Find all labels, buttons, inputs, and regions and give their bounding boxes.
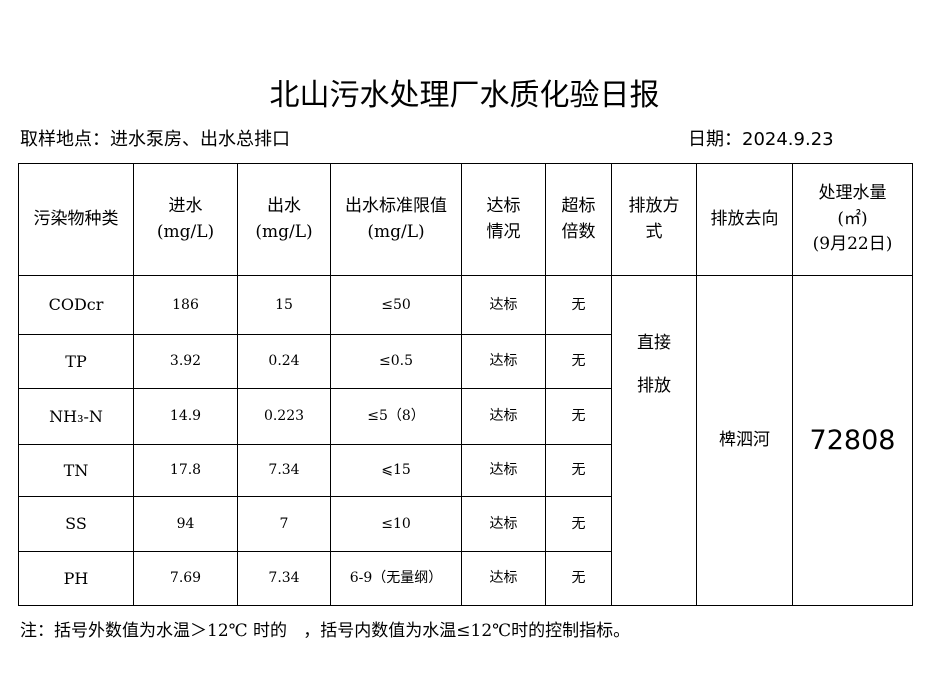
cell: 无 [545,496,612,552]
cell: ≤0.5 [330,334,462,389]
table-row: SS 94 7 ≤10 达标无 [18,496,913,552]
column-header: 出水 (mg/L) [237,163,331,276]
cell: 无 [545,334,612,389]
table-row: TP 3.92 0.24 ≤0.5 达标无 [18,334,913,389]
cell: 无 [545,275,612,335]
discharge-destination: 椑泗河 [696,275,793,606]
header-row: 污染物种类 进水 (mg/L) 出水 (mg/L) 出水标准限值 (mg/L) … [18,163,913,276]
cell: 3.92 [133,334,238,389]
pollutant: CODcr [18,275,134,335]
pollutant: NH₃-N [18,388,134,445]
pollutant: TP [18,334,134,389]
cell: 达标 [461,388,546,445]
pollutant: SS [18,496,134,552]
cell: 达标 [461,275,546,335]
table-row: CODcr 186 15 ≤50 达标无直接 排放 椑泗河 72808 [18,275,913,606]
column-header: 超标 倍数 [545,163,612,276]
table-row: PH 7.69 7.34 6-9（无量纲） 达标无 [18,551,913,606]
cell: 94 [133,496,238,552]
note: 注：括号外数值为水温＞12℃ 时的 ，括号内数值为水温≤12℃时的控制指标。 [20,621,631,641]
column-header: 进水 (mg/L) [133,163,238,276]
cell: 达标 [461,551,546,606]
report-table: 污染物种类 进水 (mg/L) 出水 (mg/L) 出水标准限值 (mg/L) … [18,163,913,606]
discharge-method: 直接 排放 [611,275,697,606]
cell: 7 [237,496,331,552]
cell: 7.69 [133,551,238,606]
table-row: NH₃-N 14.9 0.223 ≤5（8） 达标无 [18,388,913,445]
cell: 15 [237,275,331,335]
cell: 0.24 [237,334,331,389]
cell: 无 [545,444,612,497]
treated-volume: 72808 [792,275,913,606]
pollutant: TN [18,444,134,497]
cell: ⩽15 [330,444,462,497]
cell: 达标 [461,334,546,389]
column-header: 处理水量 (㎡) (9月22日) [792,163,913,276]
cell: 0.223 [237,388,331,445]
cell: 达标 [461,496,546,552]
cell: 14.9 [133,388,238,445]
cell: 7.34 [237,444,331,497]
cell: 达标 [461,444,546,497]
cell: ≤50 [330,275,462,335]
cell: 无 [545,551,612,606]
cell: 无 [545,388,612,445]
cell: 186 [133,275,238,335]
cell: ≤10 [330,496,462,552]
location: 取样地点：进水泵房、出水总排口 [20,129,290,150]
date: 日期：2024.9.23 [688,129,834,150]
column-header: 排放去向 [696,163,793,276]
column-header: 污染物种类 [18,163,134,276]
column-header: 排放方 式 [611,163,697,276]
pollutant: PH [18,551,134,606]
cell: ≤5（8） [330,388,462,445]
title: 北山污水处理厂水质化验日报 [269,78,660,113]
column-header: 出水标准限值 (mg/L) [330,163,462,276]
table-row: TN 17.8 7.34 ⩽15 达标无 [18,444,913,497]
cell: 7.34 [237,551,331,606]
cell: 6-9（无量纲） [330,551,462,606]
column-header: 达标 情况 [461,163,546,276]
cell: 17.8 [133,444,238,497]
